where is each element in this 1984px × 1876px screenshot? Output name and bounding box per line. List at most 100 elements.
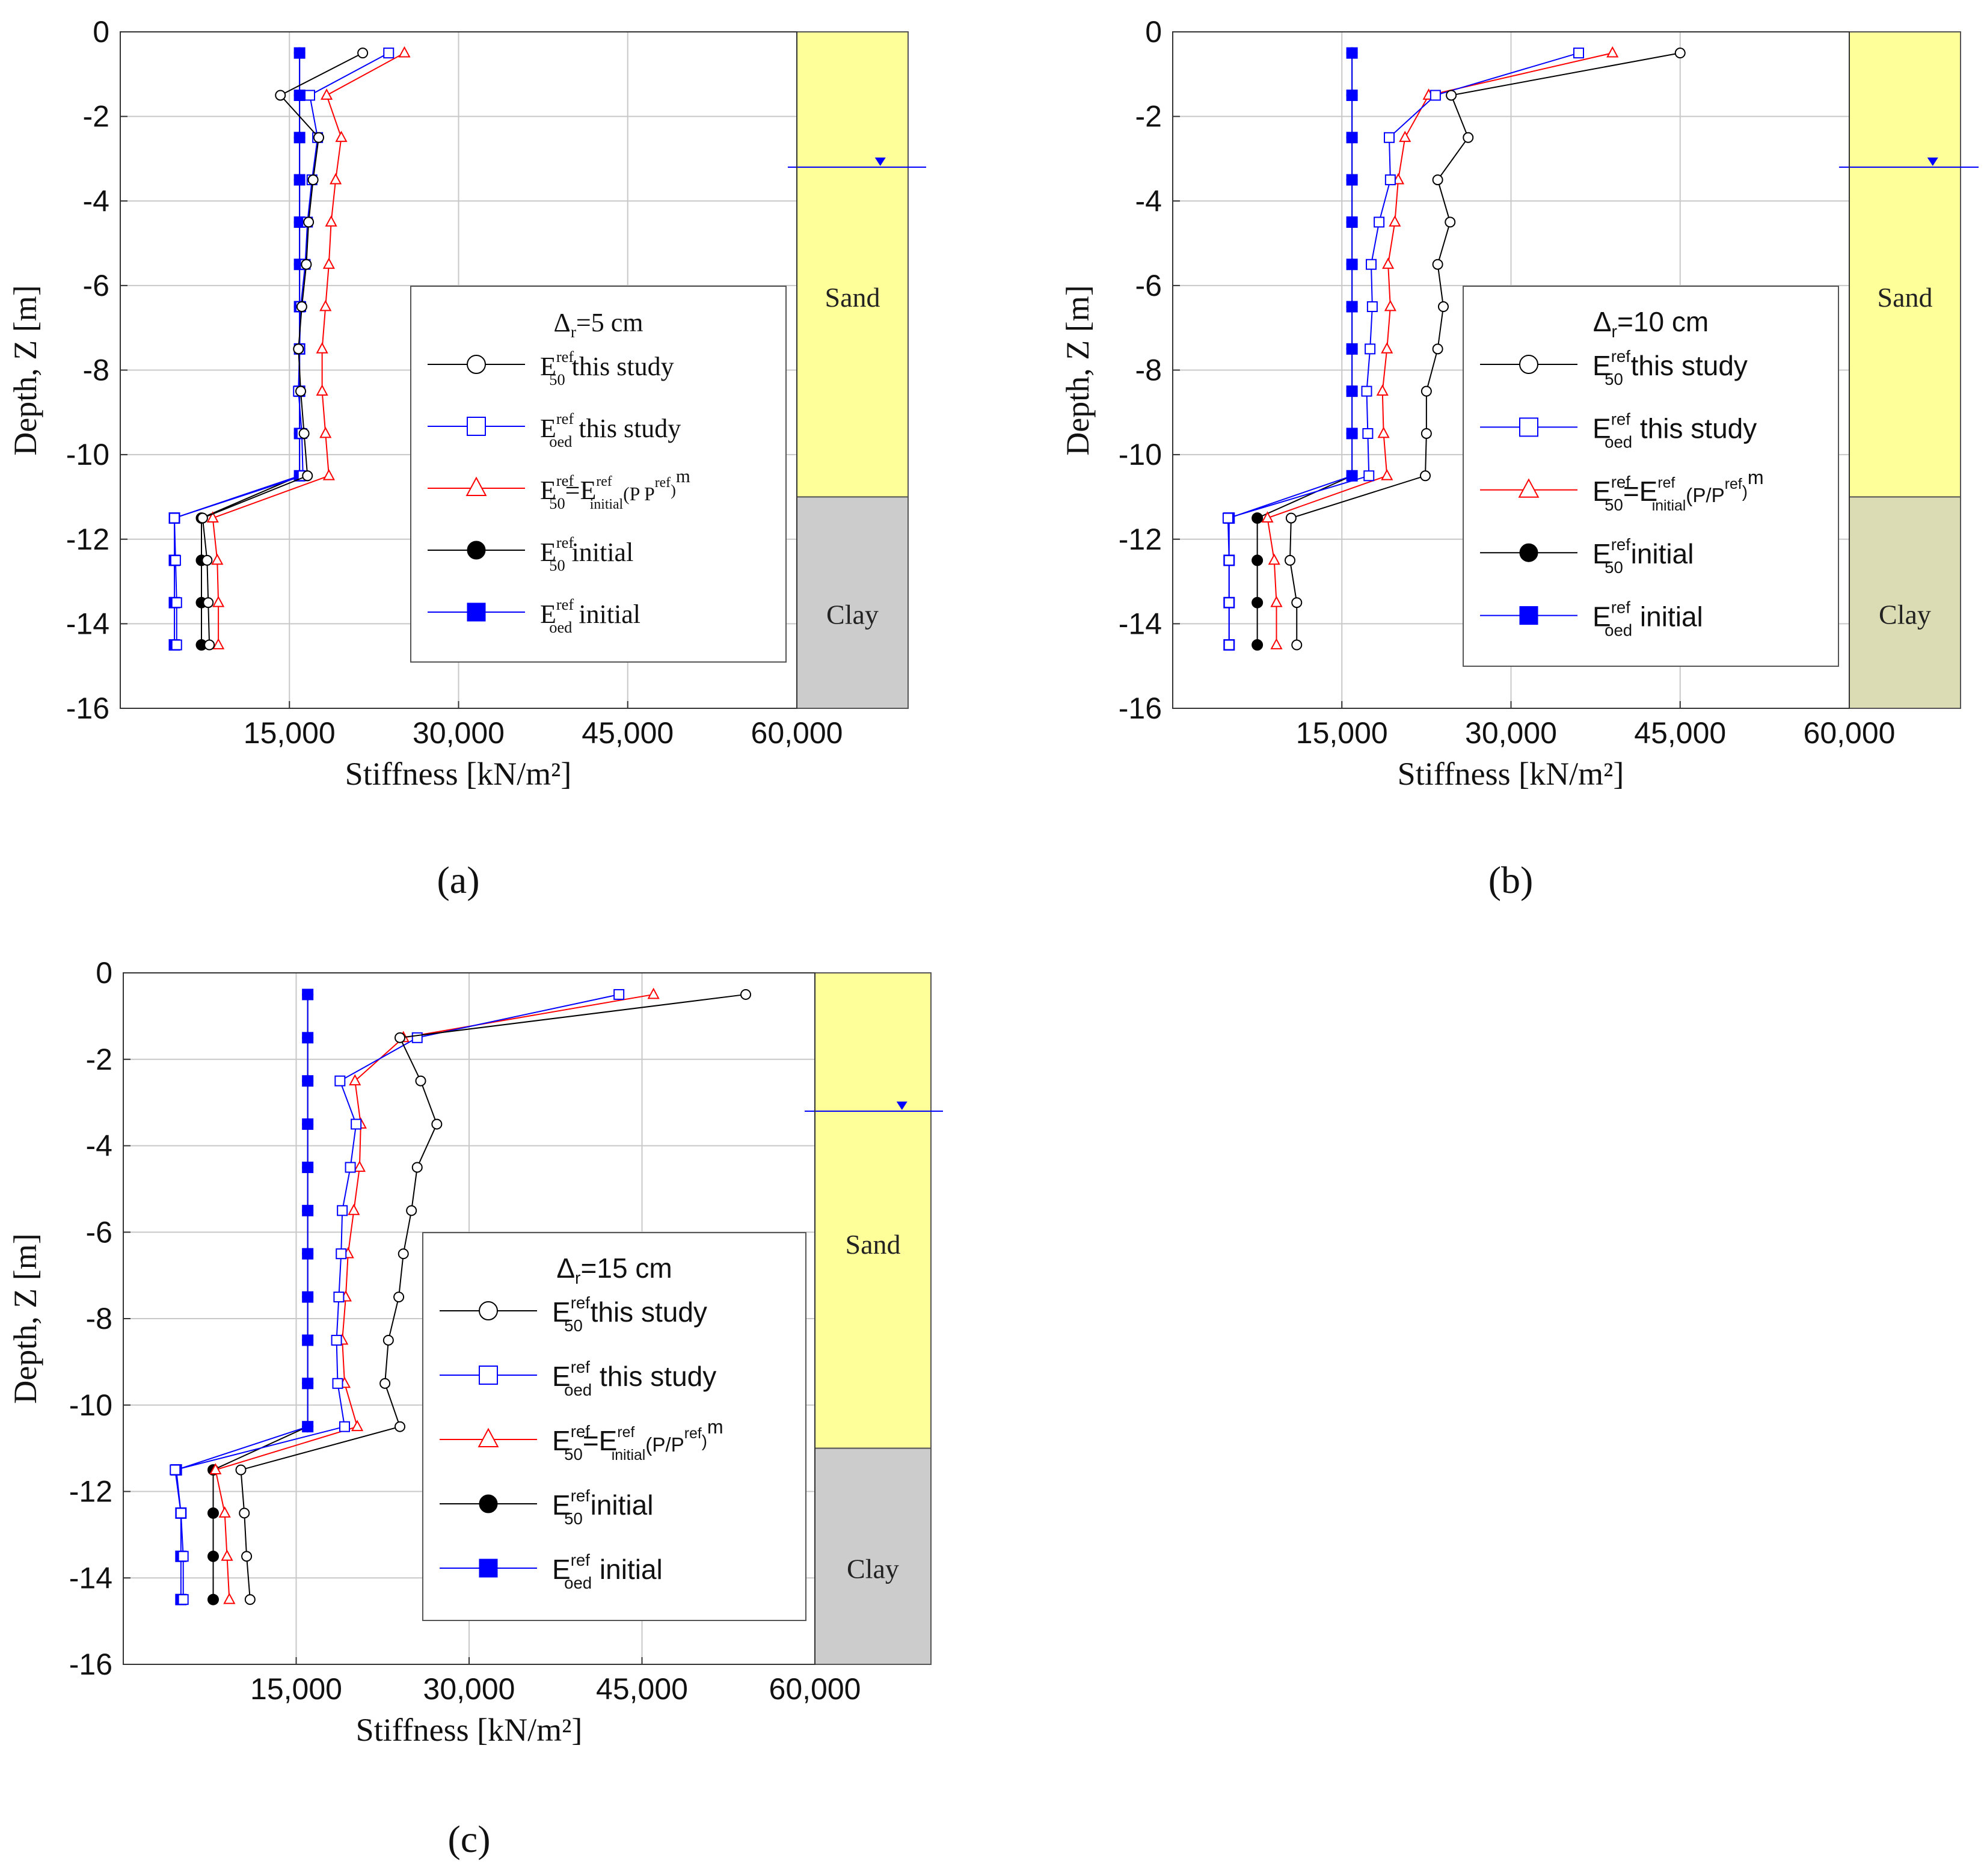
legend-marker <box>467 541 486 560</box>
legend-sup: ref <box>556 533 574 551</box>
data-point <box>293 47 306 59</box>
legend-title-rest: =5 cm <box>576 308 643 337</box>
data-point <box>321 88 333 100</box>
data-point <box>1222 512 1233 524</box>
x-tick-label: 30,000 <box>413 716 505 750</box>
legend-sub: oed <box>1605 432 1632 451</box>
y-tick-label: -8 <box>83 354 109 387</box>
legend-entry-label: Eref oed this study <box>540 409 681 450</box>
y-tick-label: -14 <box>69 1561 112 1595</box>
legend-sub: 50 <box>1605 558 1623 577</box>
data-point <box>218 1506 231 1518</box>
y-tick-label: -10 <box>66 438 109 471</box>
series-line <box>212 994 309 1600</box>
legend-sup: ref <box>556 348 574 366</box>
clay-layer <box>796 496 909 709</box>
data-point <box>204 639 215 651</box>
legend-title: Δr=15 cm <box>556 1252 672 1288</box>
data-point <box>295 385 306 397</box>
legend-base: E <box>540 538 556 567</box>
data-point <box>1346 301 1358 313</box>
legend-box <box>422 1232 806 1621</box>
legend-marker <box>1519 606 1538 625</box>
y-tick-label: -6 <box>83 269 109 302</box>
legend-sup: ref <box>1611 535 1631 554</box>
legend-sup: ref <box>556 409 574 428</box>
legend-box <box>410 286 787 663</box>
data-point <box>337 1205 348 1216</box>
data-point <box>221 1550 233 1561</box>
series-open-square <box>170 989 625 1605</box>
legend-marker <box>1518 478 1540 498</box>
y-tick-label: -12 <box>1119 523 1162 556</box>
clay-label: Clay <box>826 599 879 630</box>
legend-title-sub: r <box>575 1269 581 1288</box>
data-point <box>1376 384 1389 396</box>
sand-layer <box>814 972 932 1449</box>
sand-label: Sand <box>1878 282 1933 313</box>
x-tick-label: 30,000 <box>1465 716 1557 750</box>
legend-entry-label: Eref 50=Eref initial(P Pref)m <box>540 466 690 512</box>
data-point <box>1346 428 1358 440</box>
x-axis-title: Stiffness [kN/m²] <box>345 756 572 792</box>
y-axis-title: Depth, Z [m] <box>7 1233 43 1403</box>
legend-rest: =E <box>565 476 597 505</box>
data-point <box>319 426 332 438</box>
legend-entry-label: Eref oed initial <box>552 1551 663 1592</box>
clay-layer <box>1849 496 1961 709</box>
legend-base: E <box>1592 538 1611 569</box>
data-point <box>197 512 208 524</box>
data-point <box>382 1334 394 1346</box>
legend-entry-label: Eref 50 initial <box>552 1486 653 1528</box>
legend-sup: m <box>707 1416 723 1438</box>
data-point <box>1366 301 1378 313</box>
legend-tail: (P/P <box>1686 485 1724 507</box>
x-tick-label: 30,000 <box>423 1672 515 1706</box>
data-point <box>313 132 324 143</box>
legend-sup: ref <box>1611 347 1631 366</box>
chart-panel-3: Sand Clay 15,000 30,000 45,000 60,000 0 -2 -4 -6 -… <box>7 956 943 1860</box>
data-point <box>1366 259 1377 270</box>
legend-marker <box>479 1494 498 1513</box>
sand-layer <box>1849 31 1961 498</box>
data-point <box>1252 554 1264 566</box>
legend-marker <box>479 1366 498 1385</box>
legend-sub: initial <box>1652 498 1686 514</box>
data-point <box>1346 259 1358 271</box>
legend-sub: oed <box>564 1574 592 1592</box>
legend-sub: oed <box>564 1381 592 1399</box>
data-point <box>1384 132 1395 143</box>
legend-entry-label: Eref 50 initial <box>540 533 633 574</box>
data-point <box>275 90 286 101</box>
y-tick-label: -12 <box>69 1475 112 1509</box>
data-point <box>431 1118 443 1130</box>
data-point <box>1674 48 1686 59</box>
legend-rest: initial <box>583 1489 654 1521</box>
y-tick-label: 0 <box>93 15 109 49</box>
data-point <box>293 89 306 101</box>
legend-sub: oed <box>549 618 572 636</box>
y-tick-label: -8 <box>86 1302 112 1335</box>
legend-entry-label: Eref 50 initial <box>1592 535 1694 577</box>
data-point <box>1346 47 1358 59</box>
data-point <box>1346 385 1358 397</box>
legend-tail: (P P <box>623 483 655 504</box>
y-axis-title: Depth, Z [m] <box>1060 285 1096 455</box>
legend-sup: ref <box>571 1358 591 1376</box>
x-tick-label: 60,000 <box>751 716 843 750</box>
y-tick-label: -10 <box>1119 438 1162 471</box>
data-point <box>330 173 342 185</box>
legend-title-delta: Δ <box>1593 306 1612 337</box>
data-point <box>293 132 306 144</box>
legend-sup: ref <box>571 1293 591 1312</box>
legend-title-rest: =15 cm <box>581 1252 672 1284</box>
series-line <box>212 52 405 645</box>
data-point <box>206 511 219 523</box>
legend-sup: ref <box>684 1426 702 1442</box>
data-point <box>1346 343 1358 355</box>
data-point <box>307 174 319 186</box>
legend-sub: initial <box>612 1447 646 1464</box>
series-open-circle <box>197 48 369 651</box>
data-point <box>415 1075 426 1087</box>
legend-tail: ) <box>702 1432 707 1450</box>
